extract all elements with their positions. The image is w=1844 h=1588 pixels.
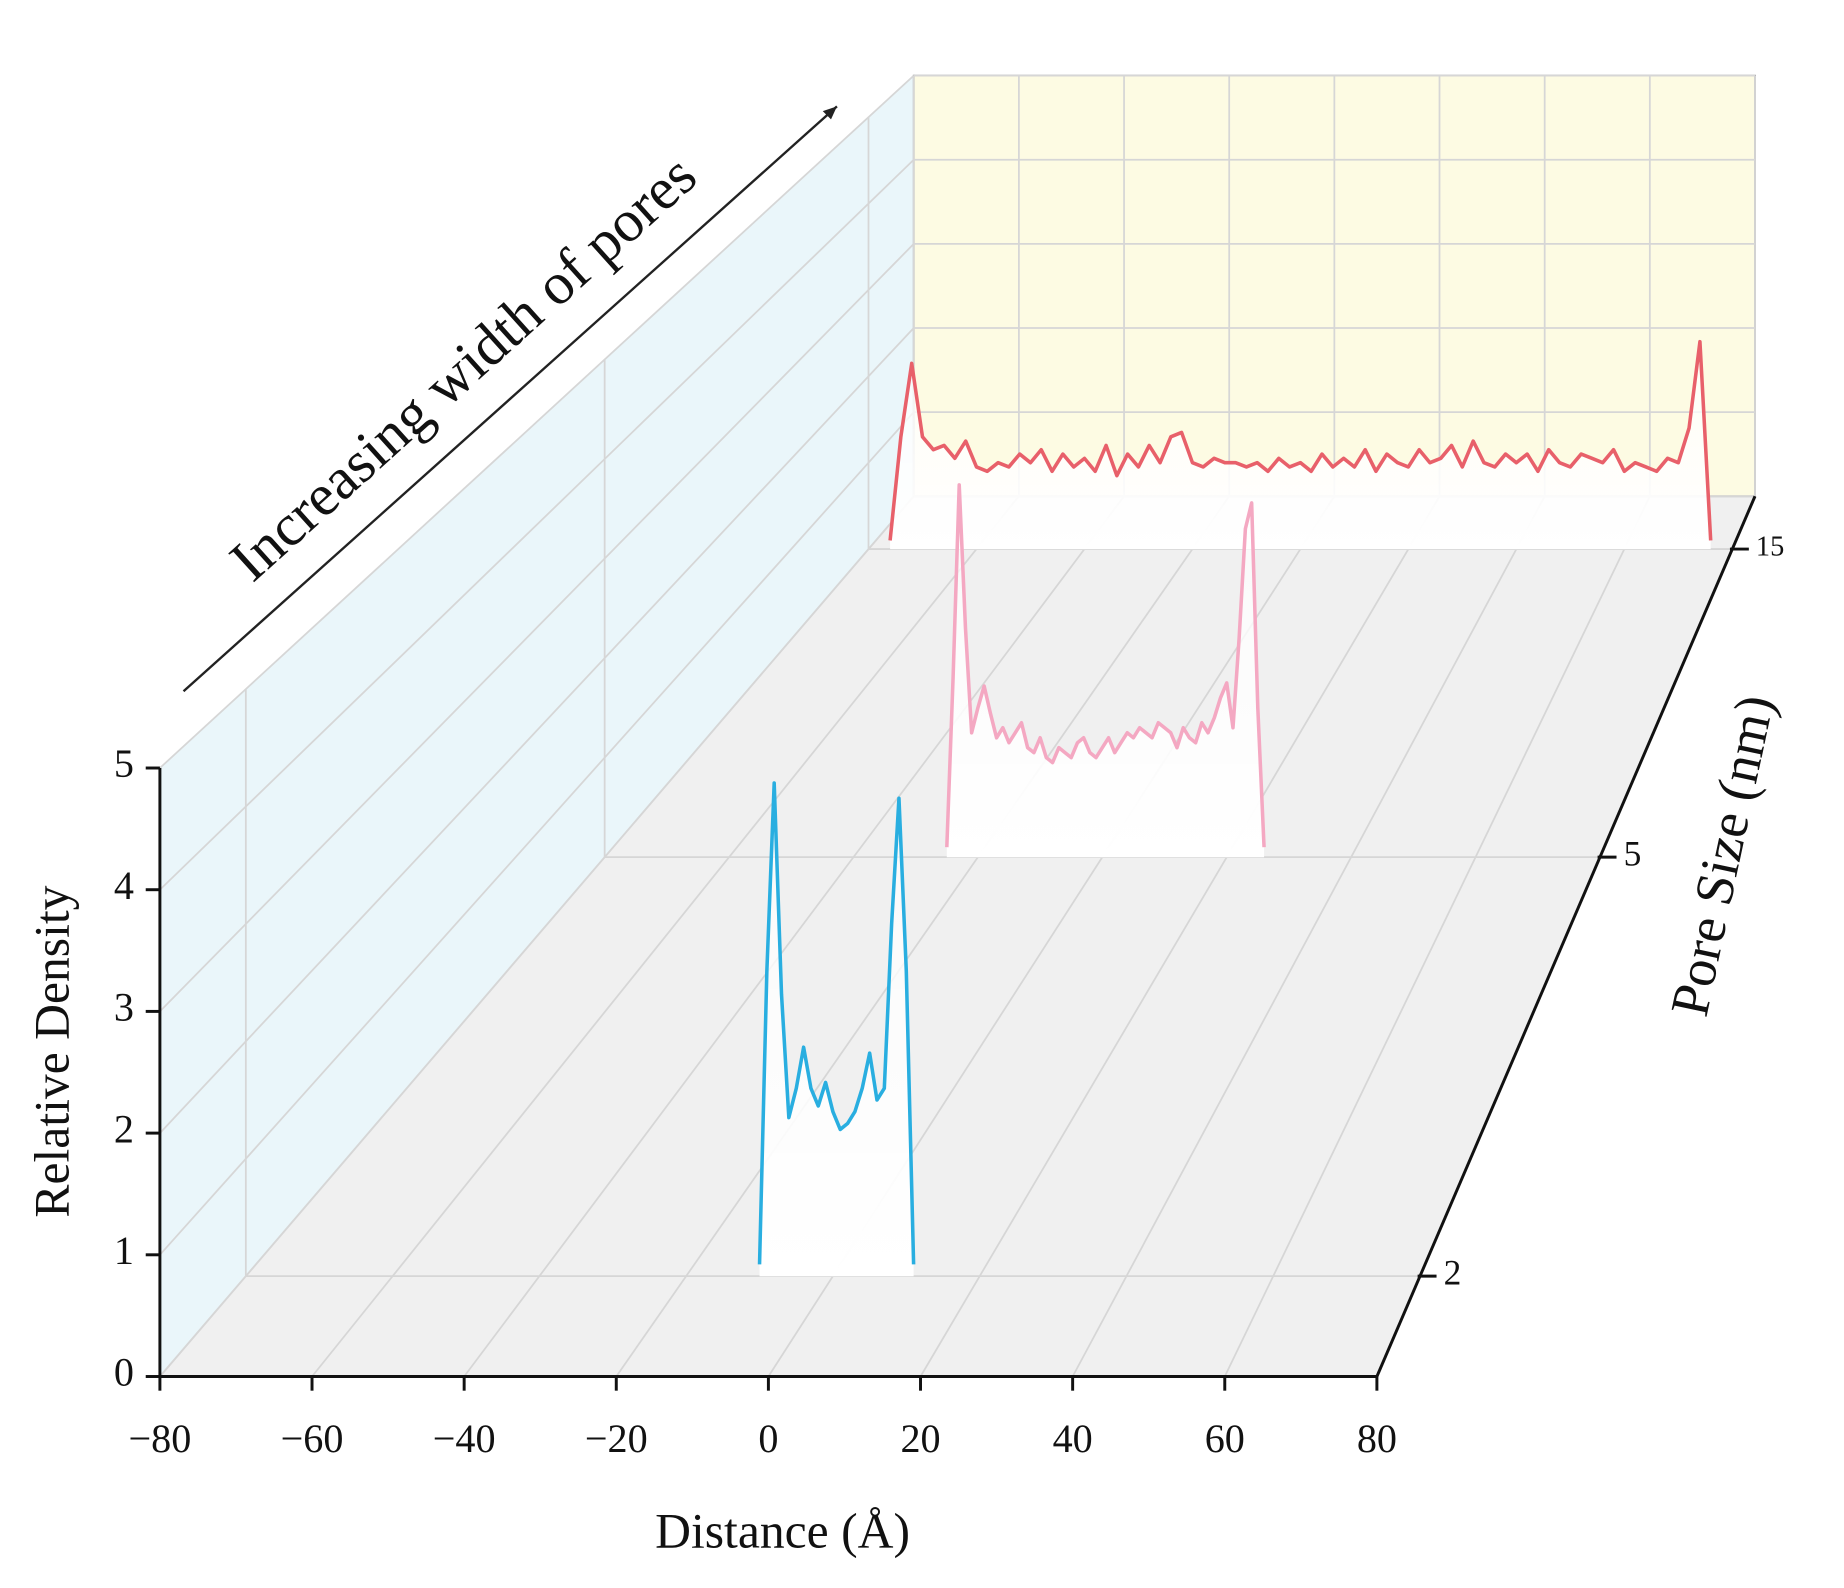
y-tick-label: 0 <box>114 1350 134 1395</box>
density-line <box>945 483 1266 848</box>
density-line <box>888 339 1713 541</box>
x-tick-label: 80 <box>1357 1416 1397 1461</box>
wall-grid-line <box>159 327 915 1134</box>
z-tick-label: 2 <box>1444 1252 1462 1292</box>
y-tick-label: 2 <box>114 1106 134 1151</box>
floor-grid-line <box>463 495 1125 1378</box>
y-tick-label: 1 <box>114 1228 134 1273</box>
floor-grid-line <box>1071 495 1546 1377</box>
front-layer: −80 −60 −40 −20 0 20 40 60 80 0 1 2 3 4 5 2 5 15 <box>114 495 1784 1461</box>
wall-grid-line <box>159 243 915 1013</box>
wall-grid-line <box>159 159 915 891</box>
x-tick-label: −60 <box>281 1416 344 1461</box>
x-tick-label: −80 <box>128 1416 191 1461</box>
floor-grid-line <box>919 495 1441 1377</box>
x-axis-label: Distance (Å) <box>655 1503 910 1558</box>
z-tick-label: 5 <box>1624 833 1642 873</box>
floor-grid-line <box>311 495 1020 1378</box>
x-tick-label: 0 <box>758 1416 778 1461</box>
wall-grid-line <box>159 411 915 1256</box>
z-tick-label: 15 <box>1756 532 1784 563</box>
area-fill <box>890 341 1711 550</box>
floor-grid-line <box>615 495 1230 1378</box>
x-tick-label: −20 <box>585 1416 648 1461</box>
x-tick-label: −40 <box>433 1416 496 1461</box>
y-axis-label: Relative Density <box>24 885 79 1217</box>
area-fill <box>759 783 914 1277</box>
z-axis-label: Pore Size (nm) <box>1659 690 1785 1021</box>
wall-grid-line <box>159 74 915 769</box>
wall-grid-line <box>159 495 915 1378</box>
floor <box>159 496 1755 1377</box>
annotation-arrow <box>182 105 838 693</box>
arrow-head <box>822 106 837 120</box>
x-tick-label: 40 <box>1053 1416 1093 1461</box>
y-tick-label: 5 <box>114 741 134 786</box>
area-fill <box>946 484 1265 858</box>
x-tick-label: 20 <box>900 1416 940 1461</box>
series-layer <box>757 339 1713 1277</box>
x-tick-label: 60 <box>1205 1416 1245 1461</box>
z-axis <box>1375 495 1757 1378</box>
floor-grid-line <box>1223 495 1651 1377</box>
y-tick-label: 4 <box>114 863 134 908</box>
density-line <box>757 781 916 1265</box>
y-tick-label: 3 <box>114 985 134 1030</box>
